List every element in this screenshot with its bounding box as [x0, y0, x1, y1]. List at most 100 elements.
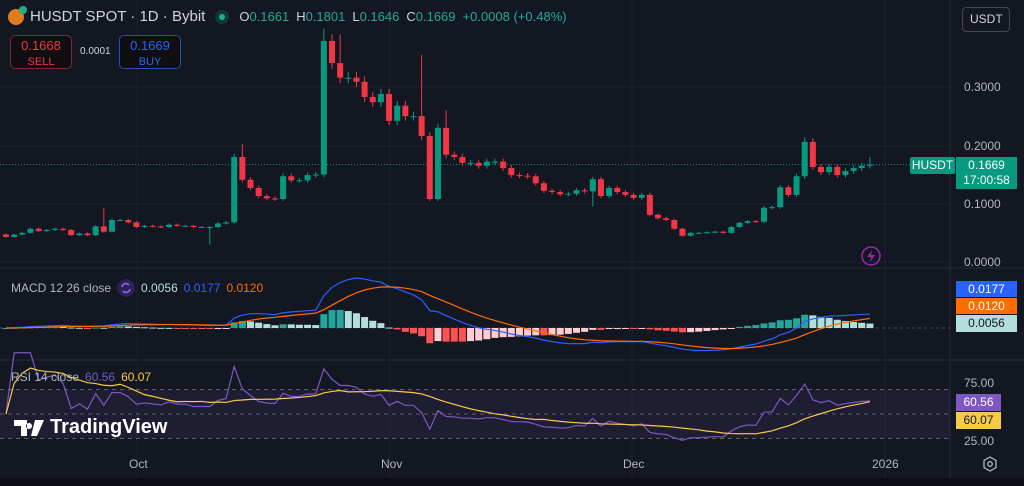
macd-hist-value: 0.0056: [141, 281, 178, 295]
macd-histogram-bar: [458, 328, 466, 342]
macd-histogram-bar: [467, 328, 475, 342]
candle-body: [149, 225, 156, 227]
macd-histogram-bar: [263, 324, 271, 328]
macd-histogram-bar: [556, 328, 564, 335]
macd-histogram-bar: [100, 327, 108, 329]
candle-body: [826, 166, 833, 173]
tradingview-logo[interactable]: TradingView: [14, 416, 167, 439]
macd-histogram-bar: [2, 328, 10, 329]
price-tick: 0.0000: [964, 255, 1001, 269]
macd-title[interactable]: MACD 12 26 close: [11, 281, 112, 295]
bar-countdown: 17:00:58: [963, 173, 1010, 187]
macd-histogram-bar: [141, 327, 149, 329]
rsi-line: [5, 352, 870, 441]
macd-histogram-bar: [149, 327, 157, 329]
candle-body: [549, 190, 556, 193]
market-open-icon: [215, 9, 230, 24]
macd-histogram-bar: [850, 322, 858, 328]
macd-histogram-bar: [711, 328, 719, 331]
macd-histogram-bar: [515, 328, 523, 337]
macd-histogram-bar: [687, 328, 695, 333]
macd-histogram-bar: [564, 328, 572, 334]
macd-histogram-bar: [189, 328, 197, 329]
change-value: +0.0008 (+0.48%): [462, 9, 567, 24]
candle-body: [288, 176, 295, 181]
candle-body: [622, 192, 629, 195]
rsi-ma-line: [5, 367, 871, 435]
macd-histogram-bar: [312, 325, 320, 328]
last-price-tag: 0.1669 17:00:58: [956, 157, 1017, 189]
candle-body: [255, 187, 262, 197]
macd-histogram-bar: [206, 328, 214, 329]
macd-histogram-bar: [238, 321, 246, 328]
macd-histogram-bar: [51, 326, 59, 328]
sell-button[interactable]: 0.1668 SELL: [10, 35, 72, 69]
candle-body: [84, 233, 91, 236]
macd-histogram-bar: [295, 324, 303, 328]
close-value: 0.1669: [415, 9, 456, 24]
candle-body: [809, 141, 816, 167]
candle-body: [426, 136, 433, 200]
candle-body: [353, 77, 360, 82]
macd-histogram-bar: [727, 328, 735, 329]
macd-histogram-bar: [401, 328, 409, 332]
price-tick: 0.2000: [964, 139, 1001, 153]
lightning-icon[interactable]: [861, 246, 881, 266]
macd-histogram-bar: [352, 313, 360, 328]
macd-histogram-bar: [491, 328, 499, 338]
candle-body: [777, 187, 784, 208]
candle-body: [483, 161, 490, 166]
candle-body: [117, 220, 124, 222]
macd-histogram-bar: [108, 326, 116, 328]
symbol-title[interactable]: HUSDT SPOT · 1D · Bybit: [30, 8, 206, 25]
macd-histogram-bar: [230, 322, 238, 328]
high-value: 0.1801: [305, 9, 346, 24]
macd-histogram-bar: [426, 328, 434, 344]
candle-body: [231, 157, 238, 223]
candle-body: [182, 225, 189, 227]
candle-body: [190, 225, 197, 228]
spread-value: 0.0001: [80, 46, 111, 57]
macd-histogram-bar: [768, 322, 776, 328]
macd-histogram-bar: [507, 328, 515, 337]
macd-histogram-bar: [809, 315, 817, 328]
macd-histogram-bar: [670, 328, 678, 332]
ohlc-values: O0.1661 H0.1801 L0.1646 C0.1669 +0.0008 …: [239, 9, 567, 24]
candle-body: [785, 187, 792, 195]
candle-body: [60, 228, 67, 230]
rsi-title[interactable]: RSI 14 close: [11, 370, 80, 384]
currency-selector[interactable]: USDT: [962, 7, 1010, 32]
macd-histogram-bar: [654, 328, 662, 331]
candle-body: [76, 233, 83, 236]
candle-body: [92, 226, 99, 236]
candle-body: [500, 161, 507, 169]
macd-histogram-bar: [279, 324, 287, 328]
open-value: 0.1661: [249, 9, 290, 24]
candle-body: [630, 194, 637, 198]
macd-histogram-bar: [116, 326, 124, 328]
candle-body: [443, 127, 450, 155]
sync-icon[interactable]: [117, 279, 136, 297]
macd-histogram-bar: [573, 328, 580, 333]
candle-body: [565, 193, 572, 195]
husdt-logo-icon: [8, 5, 27, 25]
buy-button[interactable]: 0.1669 BUY: [119, 35, 181, 69]
candle-body: [459, 157, 466, 163]
candle-body: [573, 190, 580, 194]
candle-body: [842, 171, 849, 176]
rsi-ma-value: 60.07: [121, 370, 152, 384]
candle-body: [206, 227, 213, 229]
candle-body: [695, 232, 702, 234]
macd-histogram-bar: [450, 328, 458, 342]
settings-icon[interactable]: [982, 456, 998, 472]
macd-histogram-bar: [336, 309, 344, 328]
macd-histogram-bar: [744, 325, 752, 328]
candle-body: [663, 218, 670, 221]
candle-body: [320, 40, 327, 175]
macd-histogram-bar: [418, 328, 426, 337]
candle-body: [43, 229, 50, 232]
candle-body: [744, 221, 751, 223]
candle-body: [377, 94, 384, 103]
low-value: 0.1646: [359, 9, 400, 24]
